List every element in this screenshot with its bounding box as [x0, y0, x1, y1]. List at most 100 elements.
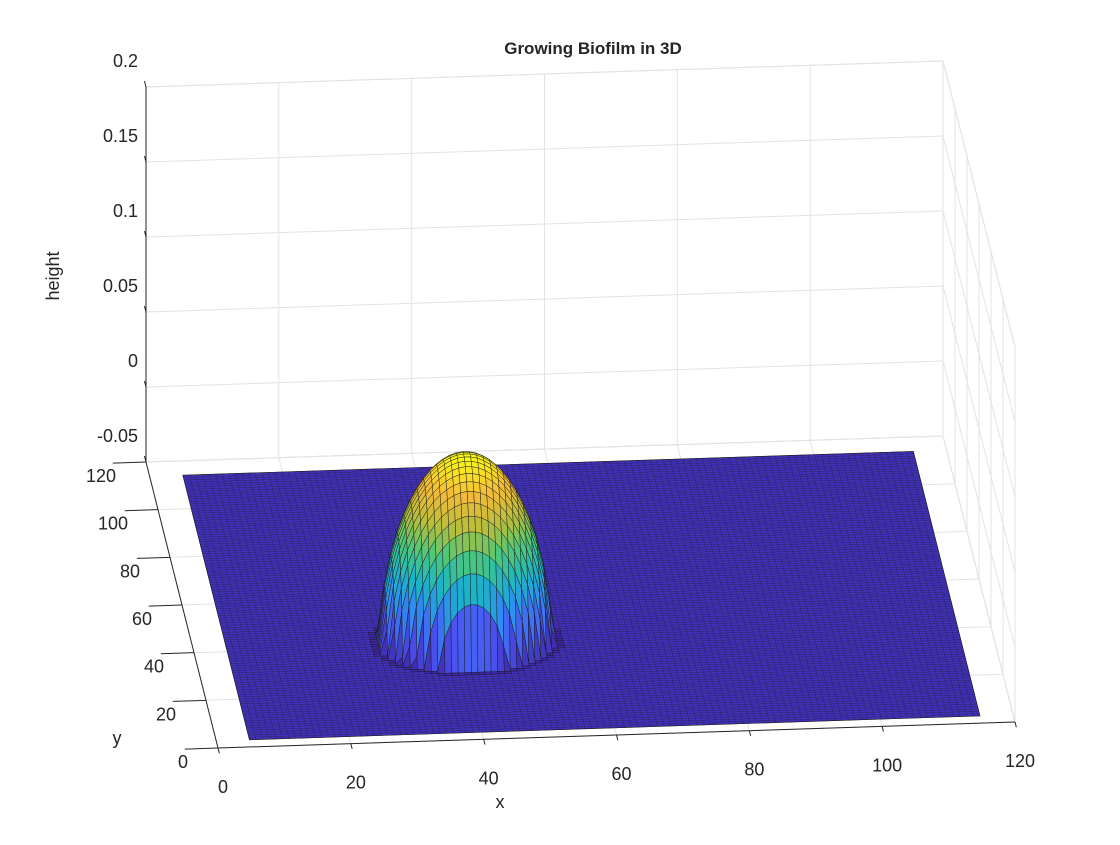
y-tick [172, 699, 207, 702]
surface-face [396, 664, 404, 668]
surface-face [450, 612, 459, 674]
surface-face [459, 473, 467, 484]
z-tick-label: 0.15 [103, 126, 138, 146]
surface-face [462, 531, 470, 553]
surface-face [431, 670, 439, 674]
surface-face [417, 668, 425, 673]
y-tick [148, 604, 183, 607]
surface-face [473, 491, 482, 505]
surface-face [528, 662, 537, 667]
x-tick [483, 739, 486, 745]
surface-face [484, 671, 492, 675]
x-axis-label: x [496, 792, 505, 812]
surface-face [516, 668, 525, 672]
z-tick [144, 305, 147, 313]
surface-face [438, 673, 446, 677]
y-grid-line [145, 61, 944, 463]
surface-face [557, 645, 565, 649]
y-grid-line [157, 108, 956, 511]
surface-face [483, 607, 492, 673]
surface-face [504, 670, 512, 675]
y-tick-label: 40 [144, 657, 164, 677]
surface-face [457, 606, 466, 674]
surface-face [461, 516, 470, 534]
surface-face [471, 671, 479, 676]
z-tick [144, 80, 147, 88]
surface-face [466, 491, 475, 504]
surface-face [469, 550, 477, 575]
x-tick [748, 730, 752, 737]
surface-face [477, 604, 485, 673]
z-grid-line [145, 135, 1016, 423]
surface-face [381, 658, 390, 662]
surface-face [460, 491, 469, 505]
surface-face [476, 573, 485, 609]
tick-labels: 0 20 40 60 80 100 120 0 20 40 60 80 100 120 -0.05 0 0.05… [86, 51, 1035, 797]
surface-face [456, 575, 465, 614]
surface-face [490, 671, 499, 675]
x-tick [217, 747, 220, 754]
surface-face [468, 516, 476, 533]
z-tick-label: 0.2 [113, 51, 138, 71]
y-tick [184, 747, 219, 750]
x-tick-label: 120 [1005, 751, 1035, 771]
surface-face [546, 655, 555, 659]
x-tick-label: 100 [872, 755, 902, 775]
surface-mesh [182, 451, 981, 741]
surface-face [540, 657, 549, 661]
surface-face [472, 481, 481, 494]
x-tick [350, 743, 353, 750]
surface-face [410, 669, 419, 673]
z-tick-label: 0.05 [103, 276, 138, 296]
surface-face [475, 531, 483, 554]
x-tick-label: 60 [611, 764, 631, 784]
surface-face [468, 531, 477, 552]
surface-face [462, 550, 471, 577]
surface-face [457, 672, 466, 676]
surface-face [465, 466, 473, 474]
surface-face [456, 552, 464, 581]
surface-face [474, 502, 482, 519]
x-tick [1014, 721, 1017, 728]
surface-face [464, 672, 473, 676]
x-tick-label: 20 [346, 773, 366, 793]
surface-base [182, 451, 981, 741]
z-axis-label: height [43, 251, 63, 300]
surface-face [534, 660, 543, 664]
z-tick-label: 0.1 [113, 201, 138, 221]
z-tick [144, 230, 147, 238]
x-grid-line [145, 87, 219, 749]
surface-face [551, 650, 560, 654]
chart-title: Growing Biofilm in 3D [504, 39, 682, 58]
surface-face [465, 473, 474, 483]
surface-face [451, 672, 460, 676]
axis-lines [112, 80, 1017, 754]
x-tick-label: 80 [744, 760, 764, 780]
z-tick [144, 380, 147, 388]
surface-face [459, 481, 468, 494]
surface-face [373, 653, 382, 657]
surface-face [403, 666, 412, 671]
x-tick [616, 734, 619, 741]
surface-face [497, 671, 506, 675]
y-tick [124, 509, 159, 512]
x-tick [881, 726, 884, 732]
z-tick-label: -0.05 [97, 426, 138, 446]
y-tick [136, 556, 171, 559]
surface-face [389, 662, 397, 666]
surface-face [455, 533, 464, 557]
surface-face [424, 671, 433, 675]
x-tick-label: 0 [218, 777, 228, 797]
surface-face [463, 604, 472, 673]
y-tick-label: 120 [86, 466, 116, 486]
surface-face [509, 668, 518, 672]
y-axis-label: y [113, 728, 122, 748]
x-tick-label: 40 [479, 768, 499, 788]
surface-face [464, 461, 473, 467]
surface-face [467, 502, 476, 517]
surface-face [460, 502, 469, 518]
surface-face [463, 456, 472, 462]
surface-face [463, 453, 471, 458]
